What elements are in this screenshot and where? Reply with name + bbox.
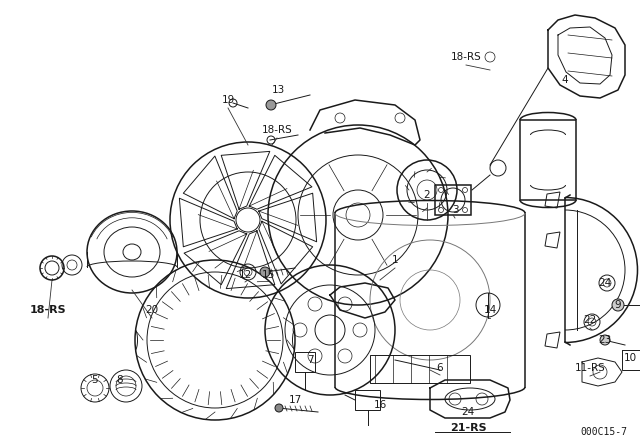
Text: 21-RS: 21-RS [450,423,486,433]
Text: 8: 8 [116,375,124,385]
Text: 22: 22 [584,315,596,325]
Text: 000C15-7: 000C15-7 [580,427,627,437]
Text: 1: 1 [392,255,398,265]
Text: 18-RS: 18-RS [262,125,292,135]
Bar [355,390,380,410]
Text: 9: 9 [614,300,621,310]
Text: 23: 23 [598,335,612,345]
Bar [295,352,315,372]
Text: 18-RS: 18-RS [451,52,481,62]
Text: 10: 10 [623,353,637,363]
Text: 4: 4 [562,75,568,85]
Circle shape [275,404,283,412]
Bar [435,185,471,215]
Bar [520,120,576,200]
Circle shape [266,100,276,110]
Text: 12: 12 [238,270,252,280]
Circle shape [612,299,624,311]
Text: 17: 17 [289,395,301,405]
Bar [370,355,470,383]
Text: 3: 3 [452,205,458,215]
Text: 16: 16 [373,400,387,410]
Text: 19: 19 [221,95,235,105]
Text: 11-RS: 11-RS [575,363,605,373]
Circle shape [600,335,610,345]
Text: 7: 7 [307,355,314,365]
Text: 5: 5 [92,375,99,385]
Text: 13: 13 [271,85,285,95]
Text: 14: 14 [483,305,497,315]
Text: 24: 24 [598,278,612,288]
Text: 24: 24 [461,407,475,417]
Bar [622,350,640,370]
Text: 15: 15 [261,270,275,280]
Text: 20: 20 [145,305,159,315]
Circle shape [260,267,270,277]
Text: 2: 2 [424,190,430,200]
Text: 18-RS: 18-RS [29,305,67,315]
Text: 6: 6 [436,363,444,373]
